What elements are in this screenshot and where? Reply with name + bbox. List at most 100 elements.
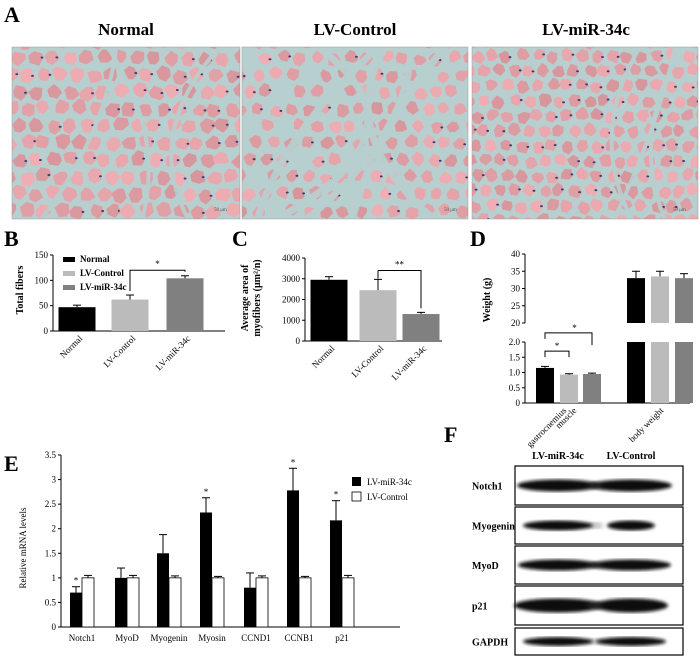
- chart-c-x-label-1: LV-Control: [349, 343, 385, 379]
- nucleus: [24, 91, 27, 94]
- muscle-fiber: [589, 82, 602, 94]
- muscle-fiber: [614, 214, 627, 219]
- nucleus: [225, 90, 229, 93]
- nucleus: [302, 192, 306, 195]
- nucleus: [569, 114, 573, 117]
- muscle-fiber: [62, 118, 77, 135]
- muscle-fiber: [303, 47, 312, 49]
- muscle-fiber: [620, 140, 633, 154]
- blot-row-label-0: Notch1: [472, 482, 503, 493]
- nucleus: [30, 42, 33, 44]
- nucleus: [252, 91, 256, 94]
- chart-e-significance-6: *: [334, 490, 339, 500]
- chart-c-ylabel-line1: Average area of: [240, 264, 251, 331]
- muscle-fiber: [198, 189, 212, 205]
- muscle-fiber: [546, 171, 560, 184]
- panel-letter-c: C: [232, 226, 248, 251]
- muscle-fiber: [452, 138, 466, 150]
- muscle-fiber: [585, 64, 598, 78]
- muscle-fiber: [164, 50, 178, 68]
- muscle-fiber: [409, 47, 412, 48]
- histology-image-normal: [11, 42, 241, 228]
- nucleus: [547, 40, 550, 42]
- muscle-fiber: [545, 110, 557, 123]
- muscle-fiber: [119, 203, 136, 219]
- western-blot: Notch1 Myogenin MyoD p21 GAPDH: [472, 465, 684, 656]
- chart-b-bar-2: [166, 278, 204, 331]
- nucleus: [225, 123, 229, 126]
- muscle-fiber: [414, 87, 428, 100]
- muscle-fiber: [661, 47, 668, 48]
- muscle-fiber: [267, 136, 280, 148]
- blot-row-label-1: Myogenin: [472, 522, 515, 533]
- muscle-fiber: [592, 49, 603, 64]
- muscle-fiber: [681, 82, 695, 93]
- nucleus: [236, 75, 240, 78]
- muscle-fiber: [627, 125, 639, 140]
- muscle-fiber: [525, 156, 538, 169]
- nucleus: [465, 176, 468, 179]
- muscle-fiber: [645, 47, 653, 50]
- chart-e-bar-control-5: [298, 577, 312, 628]
- muscle-fiber: [533, 141, 545, 154]
- connective-tissue-band: [254, 47, 384, 219]
- muscle-fiber: [551, 182, 564, 197]
- blot-column-lv-control: LV-Control: [607, 451, 656, 462]
- muscle-fiber: [507, 215, 519, 219]
- muscle-fiber: [21, 133, 36, 150]
- muscle-fiber: [500, 139, 512, 152]
- muscle-fiber: [46, 151, 63, 166]
- muscle-fiber: [343, 120, 355, 133]
- muscle-fiber: [446, 221, 459, 234]
- muscle-fiber: [363, 224, 376, 236]
- chart-d-x-label-1: body weight: [627, 405, 666, 444]
- muscle-fiber: [559, 108, 573, 122]
- muscle-fiber: [533, 49, 545, 60]
- nucleus: [117, 108, 121, 111]
- muscle-fiber: [672, 124, 685, 137]
- muscle-fiber: [515, 169, 528, 184]
- muscle-fiber: [584, 184, 598, 197]
- nucleus: [668, 101, 672, 104]
- nucleus: [531, 222, 534, 224]
- muscle-fiber: [472, 139, 481, 152]
- nucleus: [669, 160, 673, 163]
- nucleus: [601, 56, 604, 59]
- muscle-fiber: [233, 83, 240, 98]
- nucleus: [568, 83, 572, 86]
- nucleus: [209, 226, 212, 228]
- muscle-fiber: [234, 116, 240, 133]
- muscle-fiber: [259, 83, 271, 97]
- muscle-fiber: [405, 207, 419, 219]
- chart-d-bar-1-2-upper: [675, 278, 693, 323]
- muscle-fiber: [484, 138, 498, 153]
- muscle-fiber: [44, 50, 60, 66]
- muscle-fiber: [590, 107, 604, 120]
- muscle-fiber: [682, 141, 695, 154]
- connective-tissue-band: [105, 47, 151, 219]
- histology-title-lv-mir-34c: LV-miR-34c: [542, 20, 630, 39]
- muscle-fiber: [162, 47, 167, 49]
- muscle-fiber: [215, 188, 231, 202]
- muscle-fiber: [642, 96, 656, 108]
- nucleus: [606, 98, 610, 101]
- muscle-fiber: [652, 138, 667, 153]
- muscle-fiber: [506, 34, 519, 46]
- chart-b-ylabel: Total fibers: [15, 265, 26, 314]
- chart-c-y-tick-label: 3000: [282, 274, 301, 284]
- muscle-fiber: [292, 187, 305, 200]
- histology-image-lv-mir-34c: [471, 34, 699, 224]
- nucleus: [540, 205, 543, 208]
- muscle-fiber: [544, 139, 557, 151]
- nucleus: [183, 75, 187, 78]
- chart-d-ylabel: Weight (g): [482, 278, 493, 323]
- chart-b-legend: Normal LV-Control LV-miR-34c: [63, 254, 127, 292]
- muscle-fiber: [465, 120, 468, 132]
- nucleus: [526, 145, 530, 148]
- chart-e-x-label-0: Notch1: [69, 633, 96, 643]
- muscle-fiber: [649, 78, 664, 91]
- muscle-fiber: [269, 47, 278, 50]
- blot-band-mir-3: [514, 598, 602, 613]
- muscle-fiber: [51, 66, 68, 81]
